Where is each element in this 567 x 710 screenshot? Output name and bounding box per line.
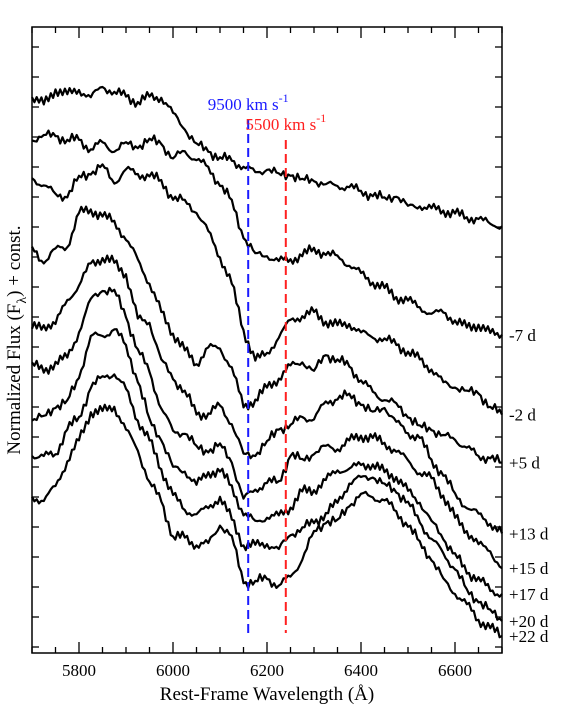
epoch-label-6: +17 d — [509, 585, 549, 604]
spectrum-line-7 — [31, 373, 503, 622]
velocity-label-sup-1: -1 — [316, 111, 326, 125]
x-tick-label-1: 6000 — [156, 661, 190, 680]
velocity-label-sup-0: -1 — [279, 91, 289, 105]
velocity-label-1: 5500 km s-1 — [245, 111, 326, 134]
x-tick-label-0: 5800 — [62, 661, 96, 680]
epoch-label-4: +13 d — [509, 524, 549, 543]
epoch-labels: -7 d -2 d +5 d +13 d +15 d +17 d +20 d+22 d — [509, 326, 549, 646]
spectrum-line-0 — [31, 85, 503, 230]
epoch-label-5: +15 d — [509, 559, 549, 578]
y-axis-label: Normalized Flux (Fλ) + const. — [4, 225, 30, 454]
x-tick-label-4: 6600 — [438, 661, 472, 680]
velocity-label-text-0: 9500 km s — [208, 95, 279, 114]
spectrum-line-1 — [31, 129, 503, 339]
x-tick-label-3: 6400 — [344, 661, 378, 680]
spectra-group — [30, 85, 504, 639]
spectrum-line-8 — [31, 403, 503, 639]
y-axis-label-sub: λ — [15, 297, 30, 304]
spectrum-line-2 — [31, 163, 503, 416]
epoch-label-7: +20 d — [509, 612, 549, 631]
epoch-label-2: -2 d — [509, 406, 536, 425]
y-axis-label-main: Normalized Flux (F — [4, 304, 25, 455]
x-axis: 5800 6000 6200 6400 6600 — [31, 27, 503, 680]
spectrum-line-5 — [31, 286, 503, 570]
spectrum-line-3 — [31, 205, 503, 464]
y-axis-label-tail: ) + const. — [4, 225, 25, 296]
x-axis-label: Rest-Frame Wavelength (Å) — [160, 684, 374, 705]
velocity-label-text-1: 5500 km s — [245, 115, 316, 134]
epoch-label-1: -7 d — [509, 326, 536, 345]
spectrum-line-6 — [31, 328, 503, 598]
epoch-label-3: +5 d — [509, 454, 540, 473]
velocity-label-0: 9500 km s-1 — [208, 91, 289, 114]
spectrum-line-4 — [30, 254, 504, 534]
epoch-label-8: +22 d — [509, 627, 549, 646]
x-tick-label-2: 6200 — [250, 661, 284, 680]
